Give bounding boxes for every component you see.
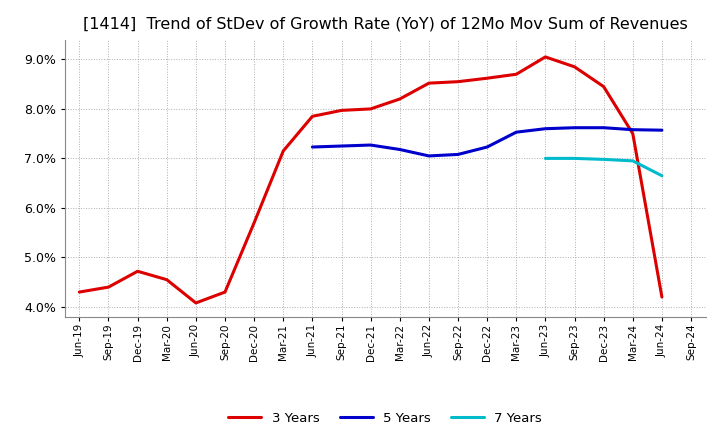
3 Years bbox=[629, 131, 637, 136]
3 Years bbox=[220, 290, 229, 295]
5 Years bbox=[454, 152, 462, 157]
3 Years bbox=[425, 81, 433, 86]
3 Years bbox=[308, 114, 317, 119]
5 Years bbox=[541, 126, 550, 131]
7 Years bbox=[541, 156, 550, 161]
5 Years bbox=[599, 125, 608, 130]
3 Years bbox=[395, 96, 404, 102]
7 Years bbox=[629, 158, 637, 164]
5 Years bbox=[512, 129, 521, 135]
7 Years bbox=[570, 156, 579, 161]
3 Years bbox=[483, 76, 492, 81]
7 Years bbox=[599, 157, 608, 162]
5 Years bbox=[337, 143, 346, 149]
3 Years bbox=[192, 300, 200, 305]
Title: [1414]  Trend of StDev of Growth Rate (YoY) of 12Mo Mov Sum of Revenues: [1414] Trend of StDev of Growth Rate (Yo… bbox=[83, 16, 688, 32]
3 Years bbox=[163, 277, 171, 282]
5 Years bbox=[483, 144, 492, 150]
5 Years bbox=[366, 143, 375, 148]
Line: 3 Years: 3 Years bbox=[79, 57, 662, 303]
5 Years bbox=[629, 127, 637, 132]
3 Years bbox=[512, 72, 521, 77]
3 Years bbox=[366, 106, 375, 111]
3 Years bbox=[279, 148, 287, 154]
Legend: 3 Years, 5 Years, 7 Years: 3 Years, 5 Years, 7 Years bbox=[223, 407, 547, 430]
3 Years bbox=[75, 290, 84, 295]
5 Years bbox=[570, 125, 579, 130]
5 Years bbox=[657, 128, 666, 133]
3 Years bbox=[104, 284, 113, 290]
3 Years bbox=[570, 64, 579, 70]
3 Years bbox=[337, 108, 346, 113]
3 Years bbox=[657, 294, 666, 300]
Line: 7 Years: 7 Years bbox=[546, 158, 662, 176]
5 Years bbox=[425, 153, 433, 158]
5 Years bbox=[395, 147, 404, 152]
3 Years bbox=[599, 84, 608, 89]
5 Years bbox=[308, 144, 317, 150]
3 Years bbox=[454, 79, 462, 84]
3 Years bbox=[250, 220, 258, 225]
7 Years bbox=[657, 173, 666, 178]
3 Years bbox=[541, 54, 550, 59]
Line: 5 Years: 5 Years bbox=[312, 128, 662, 156]
3 Years bbox=[133, 268, 142, 274]
